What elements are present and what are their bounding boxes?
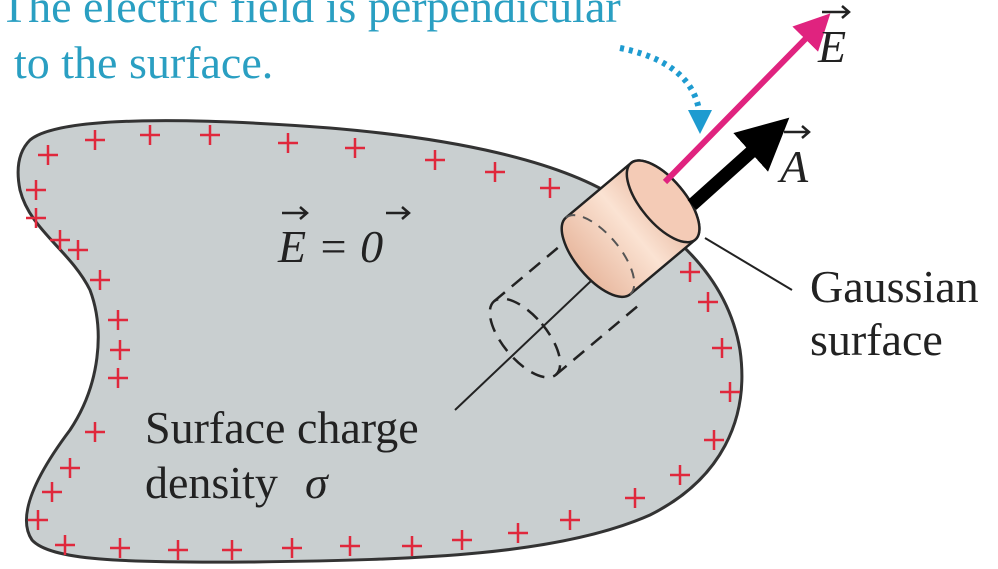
vector-hat <box>822 6 849 18</box>
inside-field: E = 0 <box>277 221 383 272</box>
label: σ <box>305 457 330 508</box>
caption-line: to the surface. <box>14 37 273 88</box>
pointer-arrow <box>620 48 700 122</box>
vector-hat <box>784 126 809 138</box>
vector-label: E <box>817 21 846 72</box>
diagram: The electric field is perpendicular to t… <box>0 0 998 569</box>
label: density <box>145 457 278 508</box>
label: Gaussian <box>810 261 979 312</box>
vector-label: A <box>777 141 809 192</box>
label: surface <box>810 314 943 365</box>
caption-line: The electric field is perpendicular <box>0 0 621 32</box>
label: Surface charge <box>145 402 419 453</box>
leader-line <box>705 238 792 290</box>
